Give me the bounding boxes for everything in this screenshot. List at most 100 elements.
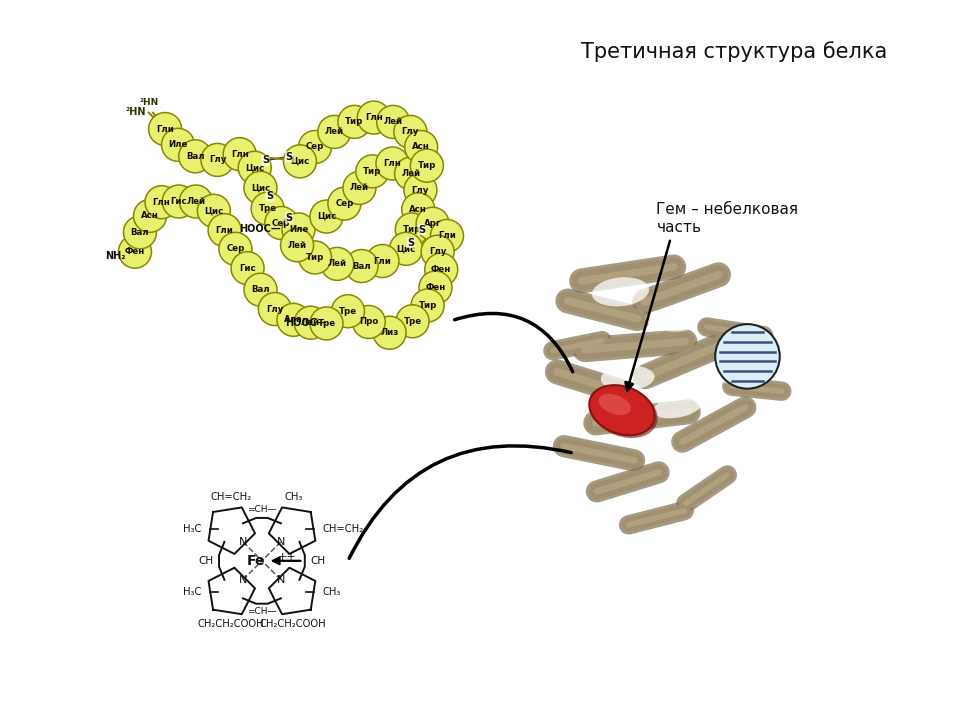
Circle shape (395, 157, 427, 190)
Circle shape (357, 101, 391, 134)
Text: ²HN: ²HN (140, 98, 159, 107)
Circle shape (118, 235, 152, 268)
Circle shape (231, 252, 264, 284)
Text: Асн: Асн (409, 205, 427, 214)
Circle shape (219, 233, 252, 266)
Text: Глу: Глу (401, 127, 420, 136)
Text: Лей: Лей (327, 259, 347, 269)
Text: Гис: Гис (171, 197, 187, 206)
Text: CH₃: CH₃ (284, 492, 302, 503)
Circle shape (161, 128, 195, 161)
Text: Иле: Иле (168, 140, 188, 149)
Text: S: S (285, 152, 293, 162)
Circle shape (133, 199, 166, 233)
Text: CH: CH (310, 556, 325, 566)
Circle shape (328, 187, 361, 220)
Circle shape (162, 185, 195, 218)
Circle shape (244, 273, 277, 306)
Text: ++: ++ (277, 552, 297, 562)
Text: Вал: Вал (131, 228, 150, 237)
Circle shape (404, 174, 437, 207)
Text: Тре: Тре (339, 307, 357, 316)
Text: Лей: Лей (349, 184, 369, 192)
Text: Асн: Асн (412, 143, 430, 151)
Ellipse shape (646, 310, 696, 331)
Circle shape (419, 271, 452, 304)
Text: ²HN: ²HN (125, 107, 146, 117)
Text: Глн: Глн (230, 150, 249, 158)
Text: N: N (239, 537, 248, 547)
Circle shape (376, 105, 410, 138)
Circle shape (396, 305, 429, 338)
Circle shape (310, 200, 343, 233)
Text: Тре: Тре (318, 319, 336, 328)
Text: Цис: Цис (204, 207, 224, 215)
Circle shape (310, 307, 343, 340)
Text: Глу: Глу (208, 156, 227, 164)
Text: Тир: Тир (418, 161, 436, 170)
Text: Иле: Иле (289, 225, 308, 234)
Text: Цис: Цис (290, 157, 309, 166)
Circle shape (343, 171, 376, 204)
Text: S: S (266, 191, 273, 201)
Text: Гли: Гли (216, 225, 233, 235)
Text: Асн: Асн (141, 212, 159, 220)
Text: HOOC—: HOOC— (239, 225, 280, 235)
Circle shape (416, 207, 449, 240)
Circle shape (283, 145, 317, 178)
Text: Гли: Гли (156, 125, 174, 133)
Circle shape (321, 248, 353, 280)
Text: Тир: Тир (402, 225, 421, 234)
Text: S: S (419, 225, 425, 235)
Text: Гис: Гис (239, 264, 256, 273)
Text: Вал: Вал (352, 261, 371, 271)
Circle shape (238, 151, 272, 184)
Circle shape (265, 207, 298, 240)
Text: Сер: Сер (306, 143, 324, 151)
Text: Фен: Фен (431, 265, 451, 274)
Text: Глу: Глу (266, 305, 283, 314)
Text: CH₃: CH₃ (323, 588, 342, 597)
Circle shape (356, 155, 389, 188)
Text: Про: Про (359, 318, 378, 326)
Circle shape (208, 214, 241, 247)
Circle shape (376, 147, 409, 180)
Text: Гли: Гли (438, 231, 456, 240)
Text: Цис: Цис (245, 163, 264, 172)
Text: Тре: Тре (258, 204, 276, 213)
Ellipse shape (599, 394, 631, 415)
Circle shape (258, 292, 291, 325)
Circle shape (318, 115, 350, 148)
Circle shape (149, 112, 181, 145)
Text: Сер: Сер (335, 199, 353, 208)
Text: Вал: Вал (186, 152, 204, 161)
Text: Тир: Тир (419, 301, 437, 310)
Text: Лей: Лей (401, 169, 420, 178)
Ellipse shape (590, 387, 658, 438)
Text: Тир: Тир (306, 253, 324, 262)
Circle shape (394, 115, 427, 148)
Text: Гли: Гли (373, 256, 392, 266)
Circle shape (180, 185, 212, 218)
Circle shape (366, 245, 399, 277)
Text: Фен: Фен (125, 247, 145, 256)
Circle shape (430, 220, 464, 253)
Ellipse shape (653, 395, 703, 418)
Text: =CH—: =CH— (247, 505, 276, 514)
Text: Глн: Глн (365, 113, 383, 122)
Text: CH=CH₂: CH=CH₂ (323, 524, 364, 534)
Circle shape (390, 233, 422, 266)
Circle shape (405, 130, 438, 163)
Text: Цис: Цис (251, 184, 270, 192)
Circle shape (145, 186, 178, 219)
Text: CH=CH₂: CH=CH₂ (210, 492, 252, 503)
Text: CH: CH (198, 556, 213, 566)
Circle shape (201, 143, 234, 176)
Circle shape (411, 289, 444, 322)
Ellipse shape (710, 365, 746, 383)
Text: S: S (262, 156, 269, 165)
Circle shape (410, 149, 444, 182)
Text: Сер: Сер (272, 218, 291, 228)
Circle shape (331, 294, 365, 328)
Text: Сер: Сер (227, 244, 245, 253)
